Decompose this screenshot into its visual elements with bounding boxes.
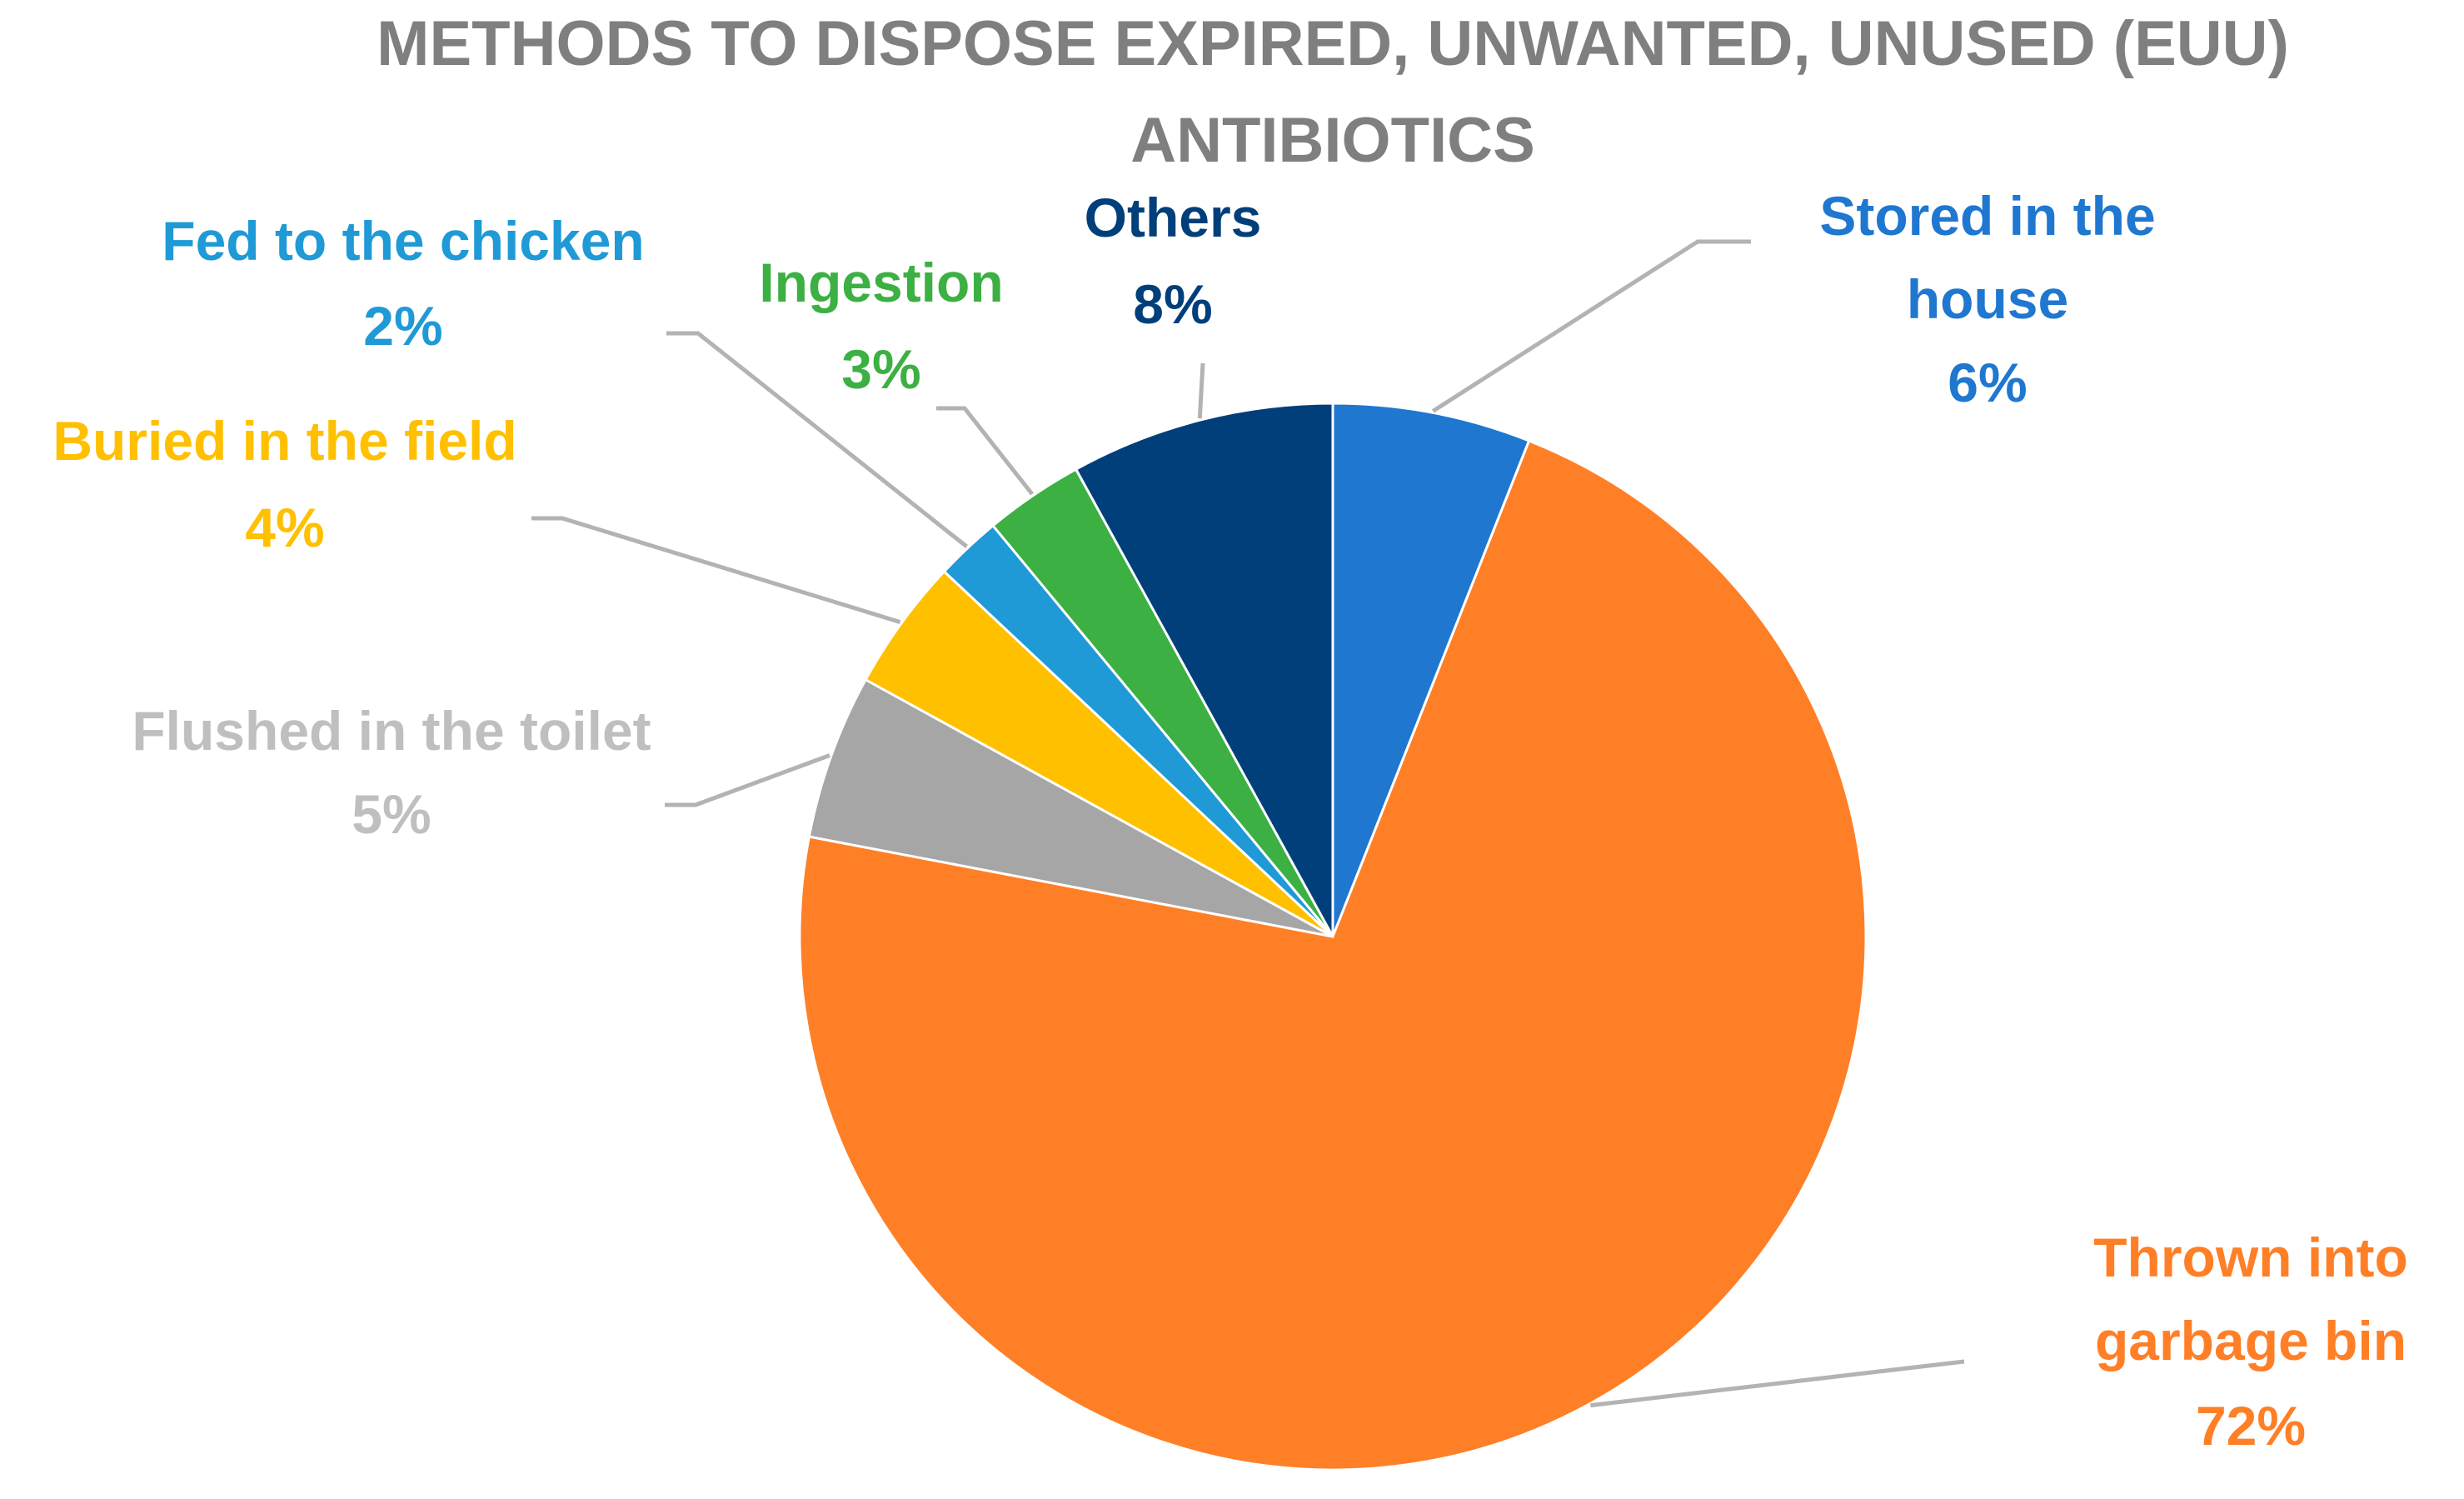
slice-label: garbage bin	[2095, 1310, 2407, 1372]
leader-line	[1431, 239, 1751, 413]
slice-value-label: 4%	[245, 497, 324, 558]
slice-value-label: 2%	[363, 295, 442, 357]
slice-value-label: 8%	[1133, 273, 1212, 335]
pie-slice	[1074, 402, 1334, 937]
leader-line	[665, 753, 830, 807]
slice-label: Thrown into	[2093, 1227, 2408, 1288]
slice-value-label: 3%	[841, 338, 920, 400]
leader-lines	[531, 239, 1965, 1408]
leader-line	[936, 406, 1035, 496]
slice-label: Flushed in the toilet	[132, 700, 651, 762]
slice-label: Stored in the	[1819, 185, 2155, 247]
leader-line	[1590, 1359, 1965, 1408]
slice-value-label: 5%	[352, 783, 431, 845]
slice-label: Buried in the field	[52, 410, 516, 472]
pie-slices	[798, 402, 1868, 1472]
leader-line	[666, 331, 969, 548]
pie-slice	[1331, 402, 1531, 937]
pie-slice	[798, 438, 1868, 1472]
slice-label: Ingestion	[759, 252, 1003, 313]
chart-title: METHODS TO DISPOSE EXPIRED, UNWANTED, UN…	[377, 8, 2289, 176]
pie-slice	[807, 677, 1334, 938]
slice-label: Others	[1085, 187, 1262, 248]
leader-line	[1197, 362, 1205, 419]
slice-value-label: 72%	[2196, 1395, 2306, 1457]
chart-title-line: METHODS TO DISPOSE EXPIRED, UNWANTED, UN…	[377, 8, 2289, 79]
slice-label: house	[1907, 268, 2068, 330]
slice-labels: Stored in the house 6% Thrown into garbage b…	[52, 185, 2407, 1457]
slice-value-label: 6%	[1948, 352, 2027, 413]
chart-title-line: ANTIBIOTICS	[1130, 105, 1535, 176]
slice-label: Fed to the chicken	[162, 210, 644, 272]
leader-line	[531, 516, 901, 624]
